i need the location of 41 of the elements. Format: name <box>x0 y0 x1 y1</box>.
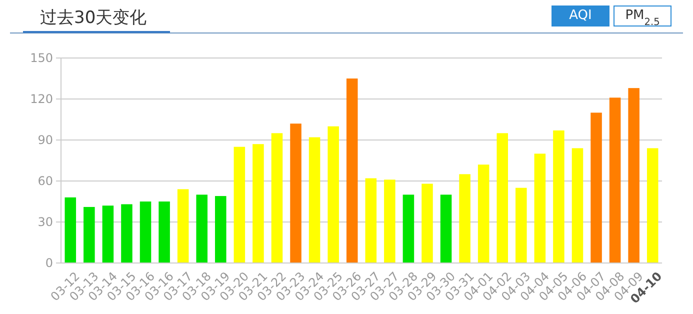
bar <box>646 148 658 263</box>
button: PM$_{2.5}$ <box>614 6 672 28</box>
bar <box>440 194 452 263</box>
bar <box>553 130 564 263</box>
bar <box>628 88 640 263</box>
bar <box>177 189 189 263</box>
bar <box>346 78 358 263</box>
bar <box>478 164 490 263</box>
bar <box>308 137 320 263</box>
bar <box>609 98 621 263</box>
y-tick-label: 120 <box>30 92 53 106</box>
bar <box>290 124 302 263</box>
bar <box>102 206 114 263</box>
bar <box>459 174 470 263</box>
y-tick-label: 60 <box>38 174 53 188</box>
bar <box>365 178 377 263</box>
y-tick-label: 30 <box>38 215 53 229</box>
bar <box>384 180 396 263</box>
y-tick-label: 0 <box>45 256 53 270</box>
bar <box>516 188 527 263</box>
bar <box>328 126 339 263</box>
bar <box>140 202 152 263</box>
bar <box>422 184 433 263</box>
bar <box>252 144 264 263</box>
bar <box>64 197 76 263</box>
bar <box>534 154 546 263</box>
bar <box>84 206 95 263</box>
bar <box>402 194 414 263</box>
bar <box>572 148 584 263</box>
chart-title: 过去30天变化 <box>40 8 147 28</box>
bar <box>121 204 132 263</box>
bar <box>158 202 170 263</box>
bar <box>234 146 246 263</box>
bar <box>215 196 226 263</box>
bar <box>271 133 283 263</box>
bar <box>590 112 602 263</box>
bar <box>496 133 508 263</box>
y-tick-label: 90 <box>38 133 53 147</box>
selected-button: AQI <box>552 6 610 26</box>
y-tick-label: 150 <box>30 51 53 65</box>
bar <box>196 194 208 263</box>
